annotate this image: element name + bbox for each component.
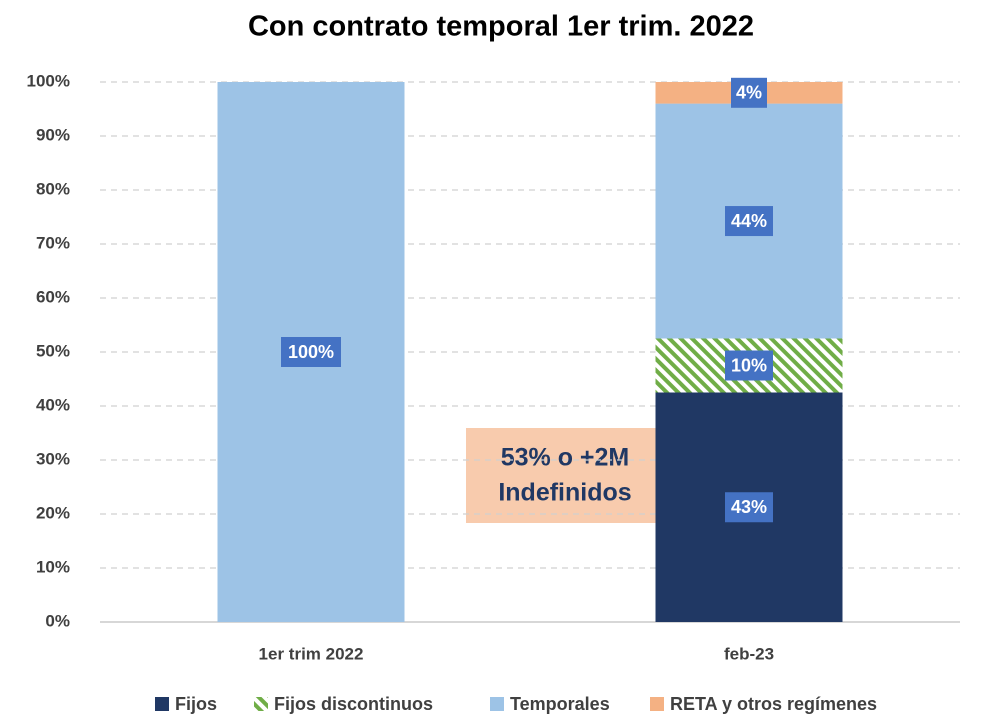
legend-swatch bbox=[490, 697, 504, 711]
annotation: 53% o +2M bbox=[501, 444, 630, 472]
y-tick-label: 0% bbox=[45, 611, 70, 630]
y-tick-label: 100% bbox=[27, 71, 70, 90]
legend-label: Fijos discontinuos bbox=[274, 694, 433, 714]
y-tick-label: 40% bbox=[36, 395, 70, 414]
data-label-bg bbox=[725, 492, 773, 523]
data-label: 43% bbox=[731, 497, 767, 517]
annotation: Indefinidos bbox=[498, 479, 631, 507]
x-tick-label: 1er trim 2022 bbox=[259, 644, 364, 663]
data-label: 44% bbox=[731, 211, 767, 231]
legend-label: Fijos bbox=[175, 694, 217, 714]
y-tick-label: 90% bbox=[36, 125, 70, 144]
data-label-bg bbox=[725, 350, 773, 381]
legend-label: RETA y otros regímenes bbox=[670, 694, 877, 714]
y-tick-label: 60% bbox=[36, 287, 70, 306]
data-label: 100% bbox=[288, 342, 334, 362]
y-tick-label: 50% bbox=[36, 341, 70, 360]
data-label-bg bbox=[281, 337, 341, 367]
y-tick-label: 30% bbox=[36, 449, 70, 468]
legend-label: Temporales bbox=[510, 694, 610, 714]
y-tick-label: 10% bbox=[36, 557, 70, 576]
y-tick-label: 20% bbox=[36, 503, 70, 522]
data-label: 4% bbox=[736, 83, 762, 103]
legend-swatch bbox=[254, 697, 268, 711]
data-label-bg bbox=[725, 206, 773, 237]
chart-title: Con contrato temporal 1er trim. 2022 bbox=[248, 11, 754, 43]
annotation-box bbox=[466, 428, 664, 523]
data-label-bg bbox=[731, 77, 767, 108]
data-label: 10% bbox=[731, 355, 767, 375]
legend-swatch bbox=[155, 697, 169, 711]
legend-swatch bbox=[650, 697, 664, 711]
y-tick-label: 80% bbox=[36, 179, 70, 198]
x-tick-label: feb-23 bbox=[724, 644, 774, 663]
y-tick-label: 70% bbox=[36, 233, 70, 252]
